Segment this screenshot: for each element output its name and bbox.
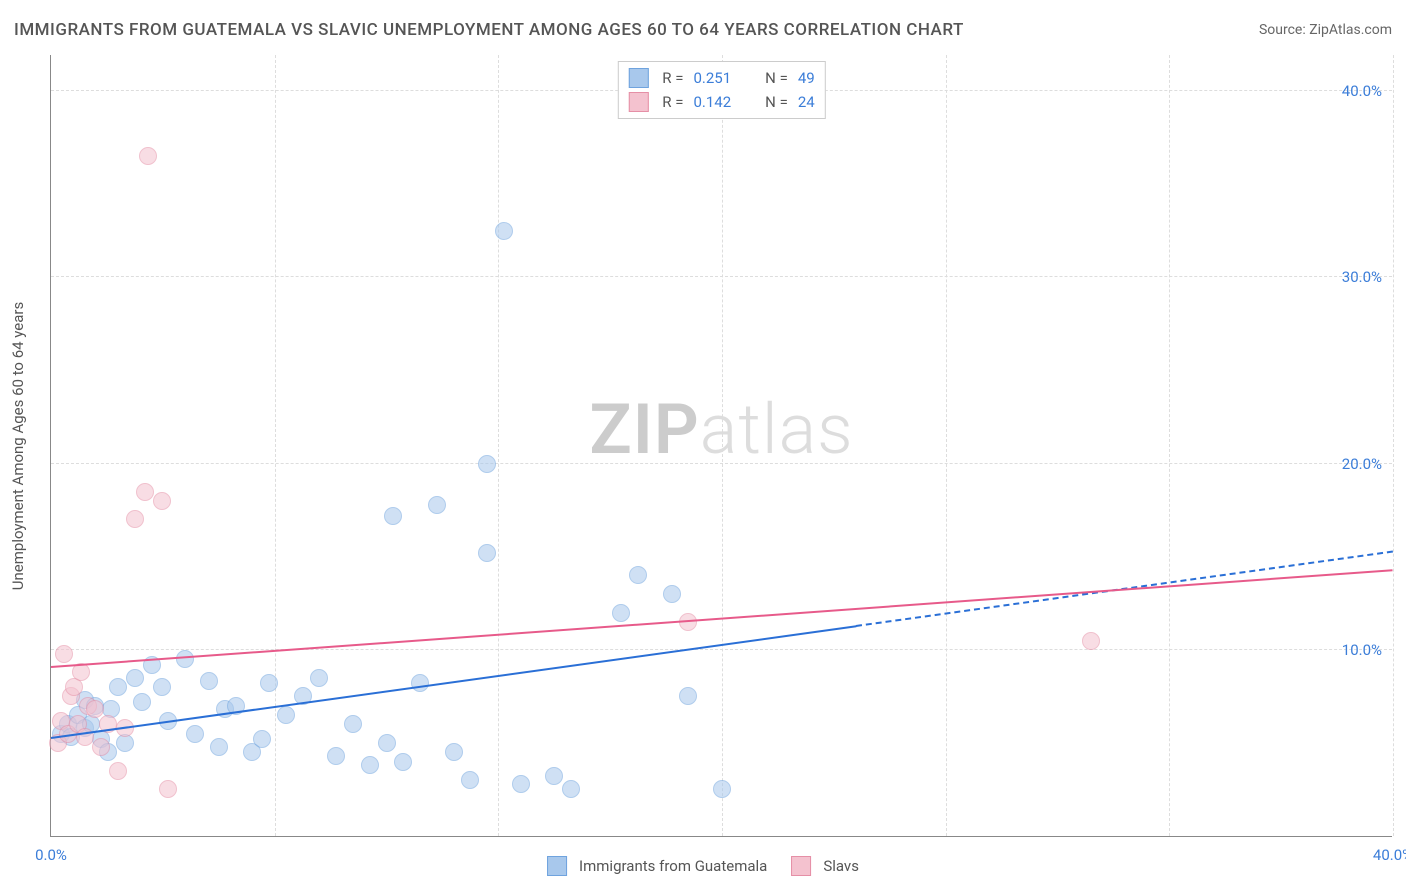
legend-stats-row: R = 0.251 N = 49	[628, 66, 814, 90]
marker-guatemala	[663, 585, 681, 603]
gridline-v	[275, 55, 276, 836]
marker-guatemala	[629, 566, 647, 584]
marker-guatemala	[384, 507, 402, 525]
marker-guatemala	[186, 725, 204, 743]
marker-guatemala	[461, 771, 479, 789]
legend-swatch	[628, 68, 648, 88]
y-tick-label: 20.0%	[1342, 455, 1382, 473]
marker-slavs	[126, 510, 144, 528]
marker-guatemala	[253, 730, 271, 748]
marker-guatemala	[344, 715, 362, 733]
marker-slavs	[86, 700, 104, 718]
marker-guatemala	[176, 650, 194, 668]
gridline-v	[1169, 55, 1170, 836]
marker-guatemala	[512, 775, 530, 793]
legend-series-item: Immigrants from Guatemala	[547, 856, 767, 876]
y-tick-label: 10.0%	[1342, 641, 1382, 659]
marker-guatemala	[200, 672, 218, 690]
marker-guatemala	[445, 743, 463, 761]
plot-area: ZIPatlas R =0.251N =49R =0.142N =24 10.0…	[50, 55, 1392, 837]
marker-slavs	[153, 492, 171, 510]
marker-guatemala	[361, 756, 379, 774]
legend-stat-value: 49	[798, 66, 815, 90]
legend-stat-label: N =	[765, 90, 788, 114]
legend-series-label: Slavs	[823, 857, 859, 875]
marker-slavs	[1082, 632, 1100, 650]
marker-guatemala	[428, 496, 446, 514]
legend-stat-label: R =	[662, 90, 683, 114]
legend-swatch	[791, 856, 811, 876]
marker-guatemala	[126, 669, 144, 687]
marker-guatemala	[679, 687, 697, 705]
marker-guatemala	[133, 693, 151, 711]
legend-stat-label: R =	[662, 66, 683, 90]
marker-guatemala	[394, 753, 412, 771]
legend-series: Immigrants from Guatemala Slavs	[547, 856, 859, 876]
gridline-v	[1393, 55, 1394, 836]
legend-stat-value: 0.251	[693, 66, 731, 90]
marker-guatemala	[310, 669, 328, 687]
gridline-v	[722, 55, 723, 836]
marker-slavs	[109, 762, 127, 780]
marker-guatemala	[495, 222, 513, 240]
marker-guatemala	[327, 747, 345, 765]
marker-guatemala	[411, 674, 429, 692]
gridline-v	[946, 55, 947, 836]
marker-slavs	[55, 645, 73, 663]
marker-guatemala	[109, 678, 127, 696]
y-axis-label: Unemployment Among Ages 60 to 64 years	[9, 302, 27, 590]
legend-stats-row: R = 0.142 N = 24	[628, 90, 814, 114]
marker-guatemala	[612, 604, 630, 622]
y-tick-label: 40.0%	[1342, 82, 1382, 100]
legend-stats: R = 0.251 N = 49 R = 0.142 N = 24	[617, 61, 825, 119]
legend-stat-value: 24	[798, 90, 815, 114]
source-label: Source: ZipAtlas.com	[1259, 22, 1392, 38]
y-tick-label: 30.0%	[1342, 268, 1382, 286]
gridline-v	[498, 55, 499, 836]
x-tick-label: 40.0%	[1373, 846, 1406, 864]
marker-guatemala	[478, 455, 496, 473]
marker-slavs	[92, 738, 110, 756]
marker-guatemala	[545, 767, 563, 785]
trend-line	[51, 625, 856, 739]
x-tick-label: 0.0%	[35, 846, 67, 864]
legend-stat-label: N =	[765, 66, 788, 90]
legend-series-item: Slavs	[791, 856, 859, 876]
legend-stat-value: 0.142	[693, 90, 731, 114]
legend-series-label: Immigrants from Guatemala	[579, 857, 767, 875]
marker-guatemala	[713, 780, 731, 798]
legend-swatch	[547, 856, 567, 876]
marker-guatemala	[277, 706, 295, 724]
marker-guatemala	[378, 734, 396, 752]
marker-guatemala	[478, 544, 496, 562]
marker-slavs	[136, 483, 154, 501]
marker-guatemala	[210, 738, 228, 756]
marker-guatemala	[260, 674, 278, 692]
marker-guatemala	[562, 780, 580, 798]
legend-swatch	[628, 92, 648, 112]
chart-title: IMMIGRANTS FROM GUATEMALA VS SLAVIC UNEM…	[14, 20, 964, 40]
marker-slavs	[159, 780, 177, 798]
marker-slavs	[139, 147, 157, 165]
marker-guatemala	[153, 678, 171, 696]
